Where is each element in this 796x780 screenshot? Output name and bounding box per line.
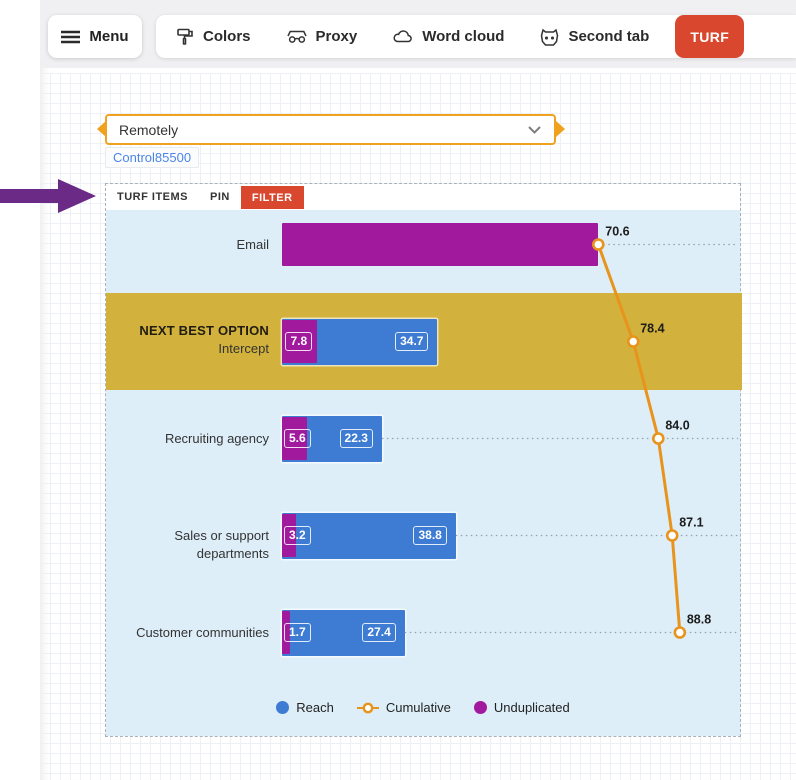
hamburger-icon bbox=[61, 30, 81, 44]
cumulative-marker[interactable] bbox=[652, 432, 665, 445]
next-best-option-badge: NEXT BEST OPTION bbox=[139, 322, 269, 338]
toolbar-tabs: Colors Proxy Word cloud Second tab bbox=[156, 15, 796, 58]
chart-legend: Reach Cumulative Unduplicated bbox=[106, 700, 740, 715]
legend-unduplicated-dot-icon bbox=[473, 701, 487, 714]
dropdown-selected-value: Remotely bbox=[119, 121, 179, 138]
tab-word-cloud[interactable]: Word cloud bbox=[392, 28, 504, 46]
dropdown-left-grip[interactable] bbox=[97, 121, 106, 137]
reach-value-label: 38.8 bbox=[413, 526, 447, 545]
category-label: Email bbox=[236, 236, 269, 252]
unduplicated-value-label: 7.8 bbox=[285, 332, 313, 351]
annotation-arrow-icon bbox=[0, 179, 96, 213]
panel-tabbar: TURF ITEMS PIN FILTER bbox=[106, 184, 740, 210]
unduplicated-bar[interactable] bbox=[282, 223, 599, 266]
cumulative-marker[interactable] bbox=[665, 529, 679, 542]
unduplicated-bar[interactable] bbox=[282, 514, 297, 557]
legend-reach-dot-icon bbox=[276, 701, 290, 714]
cloud-icon bbox=[392, 28, 414, 46]
turf-chart-panel: TURF ITEMS PIN FILTER Email NEXT BEST OPT… bbox=[105, 183, 742, 737]
unduplicated-value-label: 1.7 bbox=[284, 623, 311, 642]
reach-bar[interactable] bbox=[282, 609, 405, 656]
panel-tab-pin[interactable]: PIN bbox=[210, 191, 230, 203]
chevron-down-icon bbox=[528, 125, 541, 134]
tab-turf-active[interactable]: TURF bbox=[675, 15, 745, 58]
legend-item-unduplicated[interactable]: Unduplicated bbox=[473, 700, 570, 715]
tab-proxy[interactable]: Proxy bbox=[286, 27, 358, 47]
menu-button-label: Menu bbox=[89, 28, 129, 45]
legend-label: Cumulative bbox=[385, 700, 451, 715]
menu-button[interactable]: Menu bbox=[48, 15, 142, 58]
category-label: NEXT BEST OPTION Intercept bbox=[114, 322, 269, 360]
unduplicated-value-label: 3.2 bbox=[284, 526, 311, 545]
filter-dropdown[interactable]: Remotely bbox=[105, 114, 556, 145]
reach-value-label: 22.3 bbox=[339, 429, 373, 448]
panel-tab-turf-items[interactable]: TURF ITEMS bbox=[117, 191, 188, 203]
category-label: Sales or support departments bbox=[174, 527, 269, 562]
legend-label: Reach bbox=[296, 700, 334, 715]
legend-item-reach[interactable]: Reach bbox=[276, 700, 334, 715]
unduplicated-value-label: 5.6 bbox=[284, 429, 311, 448]
legend-item-cumulative[interactable]: Cumulative bbox=[356, 700, 451, 715]
tab-label: Colors bbox=[203, 28, 251, 45]
chart-plot-area bbox=[106, 210, 740, 736]
legend-cumulative-marker-icon bbox=[356, 702, 379, 714]
tab-label: Word cloud bbox=[422, 28, 505, 45]
tab-label: TURF bbox=[690, 28, 730, 45]
unduplicated-bar[interactable] bbox=[282, 417, 308, 460]
reach-value-label: 27.4 bbox=[362, 623, 396, 642]
dog-icon bbox=[539, 27, 560, 47]
control-id-chip[interactable]: Control85500 bbox=[105, 147, 200, 168]
cumulative-marker[interactable] bbox=[626, 335, 640, 348]
legend-label: Unduplicated bbox=[493, 700, 570, 715]
reach-bar[interactable] bbox=[282, 512, 456, 559]
reach-value-label: 34.7 bbox=[395, 332, 429, 351]
tab-label: Second tab bbox=[568, 28, 650, 45]
panel-tab-filter[interactable]: FILTER bbox=[240, 186, 304, 209]
toolbar: Menu Colors Proxy Word cloud bbox=[40, 0, 796, 68]
unduplicated-bar[interactable] bbox=[282, 320, 317, 363]
dropdown-right-grip[interactable] bbox=[556, 121, 565, 137]
paint-roller-icon bbox=[175, 27, 195, 47]
category-label: Customer communities bbox=[136, 624, 269, 640]
tab-second-tab[interactable]: Second tab bbox=[539, 27, 649, 47]
cumulative-marker[interactable] bbox=[591, 238, 605, 251]
tab-label: Proxy bbox=[315, 28, 358, 45]
category-label: Recruiting agency bbox=[164, 430, 269, 446]
goggles-icon bbox=[286, 27, 308, 47]
tab-colors[interactable]: Colors bbox=[175, 27, 251, 47]
unduplicated-bar[interactable] bbox=[282, 611, 290, 654]
cumulative-marker[interactable] bbox=[673, 626, 687, 639]
